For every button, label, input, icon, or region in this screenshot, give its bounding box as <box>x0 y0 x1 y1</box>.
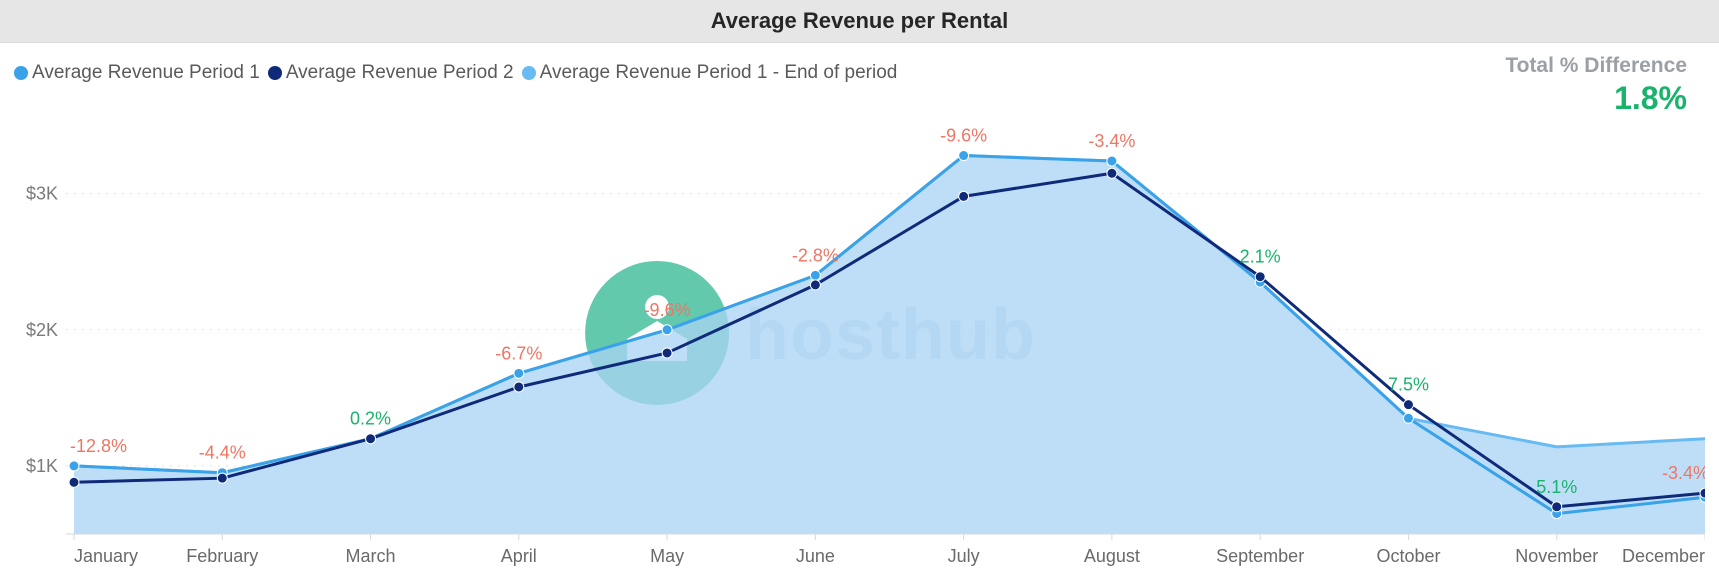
marker-period2 <box>1403 400 1413 410</box>
x-tick-label: April <box>501 546 537 566</box>
pct-label: 2.1% <box>1240 247 1281 267</box>
marker-period1 <box>959 151 969 161</box>
chart-area: Average Revenue Period 1Average Revenue … <box>14 48 1705 584</box>
marker-period2 <box>217 473 227 483</box>
marker-period1 <box>810 270 820 280</box>
y-tick-label: $1K <box>26 456 58 476</box>
marker-period2 <box>810 280 820 290</box>
title-bar: Average Revenue per Rental <box>0 0 1719 43</box>
pct-label: 7.5% <box>1388 375 1429 395</box>
marker-period2 <box>366 434 376 444</box>
marker-period1 <box>69 461 79 471</box>
area-end-of-period <box>74 156 1705 534</box>
x-tick-label: December <box>1622 546 1705 566</box>
x-tick-label: March <box>346 546 396 566</box>
pct-label: -9.6% <box>940 126 987 146</box>
pct-label: -4.4% <box>199 443 246 463</box>
marker-period2 <box>1255 272 1265 282</box>
x-tick-label: October <box>1376 546 1440 566</box>
marker-period2 <box>1552 502 1562 512</box>
pct-label: -3.4% <box>1088 131 1135 151</box>
marker-period1 <box>1403 413 1413 423</box>
pct-label: -9.6% <box>644 300 691 320</box>
marker-period2 <box>69 477 79 487</box>
x-tick-label: August <box>1084 546 1140 566</box>
pct-label: 0.2% <box>350 409 391 429</box>
x-tick-label: November <box>1515 546 1598 566</box>
chart-svg: $1K$2K$3Khosthub-12.8%-4.4%0.2%-6.7%-9.6… <box>14 48 1705 584</box>
pct-label: -12.8% <box>70 436 127 456</box>
x-tick-label: June <box>796 546 835 566</box>
marker-period1 <box>1107 156 1117 166</box>
x-tick-label: February <box>186 546 258 566</box>
chart-title: Average Revenue per Rental <box>711 8 1009 34</box>
pct-label: -6.7% <box>495 343 542 363</box>
marker-period2 <box>514 382 524 392</box>
y-tick-label: $2K <box>26 320 58 340</box>
marker-period1 <box>514 368 524 378</box>
y-tick-label: $3K <box>26 184 58 204</box>
pct-label: 5.1% <box>1536 477 1577 497</box>
marker-period1 <box>662 325 672 335</box>
pct-label: -2.8% <box>792 245 839 265</box>
marker-period2 <box>1107 168 1117 178</box>
marker-period2 <box>959 191 969 201</box>
x-tick-label: May <box>650 546 684 566</box>
marker-period2 <box>662 348 672 358</box>
chart-frame: Average Revenue per Rental Average Reven… <box>0 0 1719 584</box>
x-tick-label: July <box>948 546 980 566</box>
pct-label: -3.4% <box>1662 463 1705 483</box>
x-tick-label: September <box>1216 546 1304 566</box>
x-tick-label: January <box>74 546 138 566</box>
